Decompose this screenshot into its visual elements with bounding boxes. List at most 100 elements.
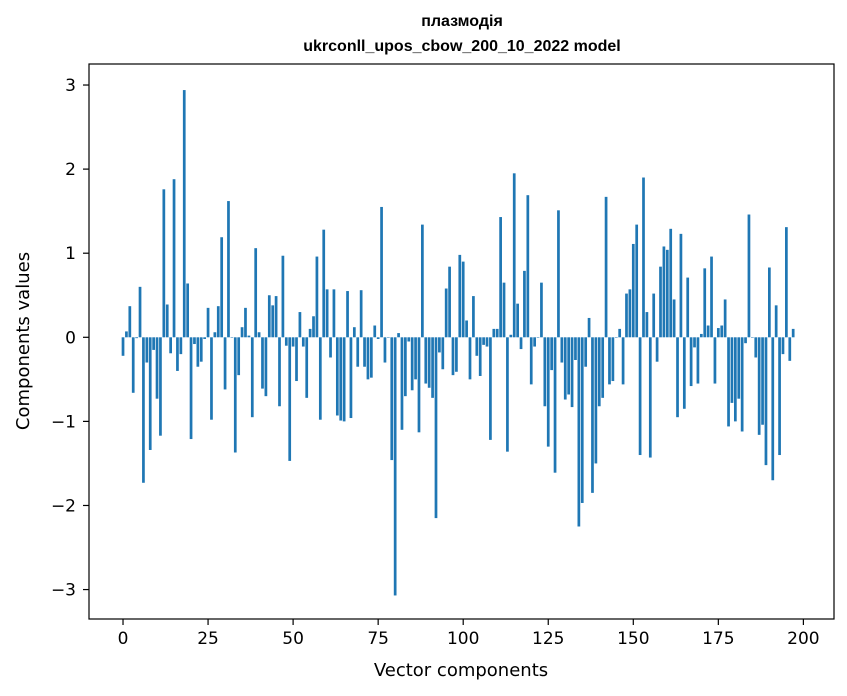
y-tick-label-0: 0 — [65, 328, 76, 348]
bar-187 — [757, 337, 761, 435]
bar-116 — [516, 303, 519, 338]
bar-181 — [737, 337, 741, 399]
bar-195 — [785, 227, 788, 338]
bar-94 — [441, 337, 445, 370]
bar-194 — [781, 337, 785, 355]
bar-21 — [193, 337, 196, 345]
bar-39 — [254, 248, 258, 338]
bar-44 — [271, 305, 275, 338]
bar-54 — [305, 337, 309, 398]
bar-169 — [696, 337, 700, 384]
bar-25 — [206, 307, 210, 338]
bar-184 — [747, 214, 751, 338]
bar-190 — [768, 267, 771, 338]
bar-180 — [733, 337, 737, 422]
bar-120 — [529, 337, 533, 385]
y-tick-label--3: −3 — [51, 581, 76, 601]
bar-13 — [165, 304, 169, 338]
bar-65 — [342, 337, 346, 422]
bar-163 — [676, 337, 679, 418]
bar-182 — [740, 337, 744, 432]
bar-42 — [264, 337, 268, 397]
y-tick-label-2: 2 — [65, 160, 76, 180]
bar-133 — [574, 337, 577, 360]
bar-49 — [288, 337, 292, 461]
bar-63 — [335, 337, 339, 416]
bar-5 — [138, 286, 142, 338]
bar-43 — [267, 295, 271, 338]
bar-175 — [716, 328, 720, 338]
bar-45 — [274, 296, 278, 338]
bar-85 — [410, 337, 414, 391]
bar-73 — [369, 337, 373, 378]
bar-84 — [407, 337, 411, 342]
bar-31 — [227, 201, 230, 338]
bar-146 — [618, 328, 622, 338]
bar-0 — [121, 337, 125, 356]
bar-95 — [444, 288, 448, 338]
bar-150 — [631, 243, 635, 338]
bar-96 — [448, 266, 451, 338]
bar-78 — [387, 337, 390, 338]
bar-112 — [502, 282, 506, 338]
bar-171 — [703, 268, 707, 338]
bar-123 — [540, 282, 543, 338]
bar-122 — [536, 337, 540, 338]
plot-frame — [88, 63, 835, 620]
x-tick-label-75: 75 — [367, 629, 389, 649]
bar-100 — [461, 261, 465, 338]
bar-48 — [284, 337, 288, 346]
ticks-group: 0 25 50 75 100 125 150 175 200 −3 −2 −1 0 1 2 3 — [51, 76, 820, 649]
bar-88 — [421, 224, 424, 338]
bar-97 — [451, 337, 455, 376]
bar-92 — [434, 337, 438, 519]
bar-70 — [359, 290, 363, 338]
bar-82 — [400, 337, 404, 430]
bar-191 — [771, 337, 775, 481]
bar-148 — [625, 293, 628, 338]
x-tick-label-25: 25 — [197, 629, 219, 649]
bar-128 — [557, 210, 560, 338]
bar-2 — [128, 306, 132, 338]
bar-134 — [577, 337, 581, 527]
bar-67 — [349, 337, 353, 419]
bar-145 — [614, 337, 618, 338]
bar-140 — [597, 337, 601, 407]
bar-108 — [489, 337, 492, 440]
bar-83 — [404, 337, 407, 397]
bar-131 — [567, 337, 571, 395]
bar-33 — [233, 337, 237, 453]
bar-121 — [533, 337, 536, 347]
bar-105 — [478, 337, 482, 376]
bar-153 — [642, 177, 645, 338]
bar-115 — [512, 173, 516, 338]
x-axis-label: Vector components — [374, 660, 548, 681]
bar-6 — [142, 337, 145, 483]
bar-57 — [315, 256, 319, 338]
bar-165 — [682, 337, 686, 409]
bar-178 — [727, 337, 730, 427]
bar-104 — [475, 337, 479, 356]
bar-36 — [244, 307, 247, 338]
bar-114 — [509, 334, 513, 338]
bar-144 — [611, 337, 615, 382]
bar-27 — [213, 332, 217, 338]
bar-7 — [145, 337, 149, 363]
bar-51 — [295, 337, 298, 382]
x-tick-label-125: 125 — [532, 629, 564, 649]
bar-16 — [176, 337, 179, 371]
bar-126 — [550, 337, 554, 371]
chart-subtitle: ukrconll_upos_cbow_200_10_2022 model — [303, 38, 620, 55]
bar-98 — [455, 337, 458, 372]
bar-174 — [713, 337, 717, 384]
bar-19 — [186, 283, 190, 338]
bar-160 — [665, 249, 669, 338]
x-tick-label-175: 175 — [702, 629, 734, 649]
bar-69 — [356, 337, 360, 367]
bar-138 — [591, 337, 594, 493]
bar-167 — [689, 337, 693, 387]
bar-173 — [710, 256, 713, 338]
bar-55 — [308, 328, 312, 338]
bar-164 — [679, 233, 683, 338]
bar-143 — [608, 337, 611, 385]
